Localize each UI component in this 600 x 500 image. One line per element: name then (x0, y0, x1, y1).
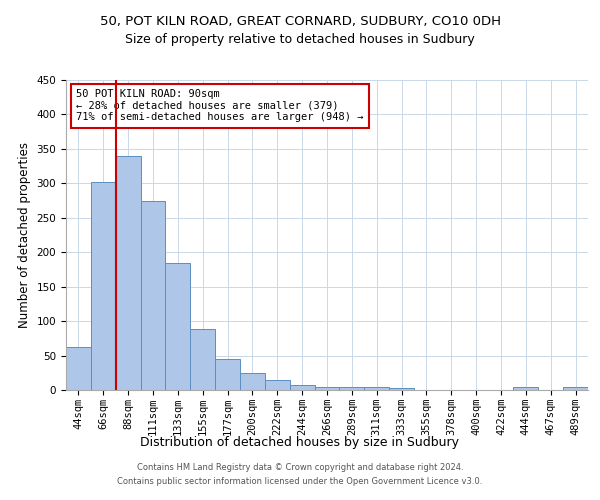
Bar (66, 348, 91, 390)
Text: Distribution of detached houses by size in Sudbury: Distribution of detached houses by size … (140, 436, 460, 449)
Bar (140, 200, 166, 390)
Bar (116, 156, 140, 390)
Text: Size of property relative to detached houses in Sudbury: Size of property relative to detached ho… (125, 32, 475, 46)
Text: Contains HM Land Registry data © Crown copyright and database right 2024.: Contains HM Land Registry data © Crown c… (137, 464, 463, 472)
Bar (514, 387, 538, 390)
Bar (364, 387, 389, 390)
Text: 50, POT KILN ROAD, GREAT CORNARD, SUDBURY, CO10 0DH: 50, POT KILN ROAD, GREAT CORNARD, SUDBUR… (100, 15, 500, 28)
Bar (314, 386, 340, 390)
Text: Contains public sector information licensed under the Open Government Licence v3: Contains public sector information licen… (118, 477, 482, 486)
Bar (340, 386, 364, 390)
Bar (190, 330, 215, 390)
Y-axis label: Number of detached properties: Number of detached properties (18, 142, 31, 328)
Bar (240, 373, 265, 390)
Bar (563, 387, 588, 390)
Bar (290, 385, 314, 390)
Bar (166, 262, 190, 390)
Bar (91, 182, 116, 390)
Bar (265, 380, 290, 390)
Bar (389, 388, 414, 390)
Bar (215, 359, 240, 390)
Text: 50 POT KILN ROAD: 90sqm
← 28% of detached houses are smaller (379)
71% of semi-d: 50 POT KILN ROAD: 90sqm ← 28% of detache… (76, 90, 364, 122)
